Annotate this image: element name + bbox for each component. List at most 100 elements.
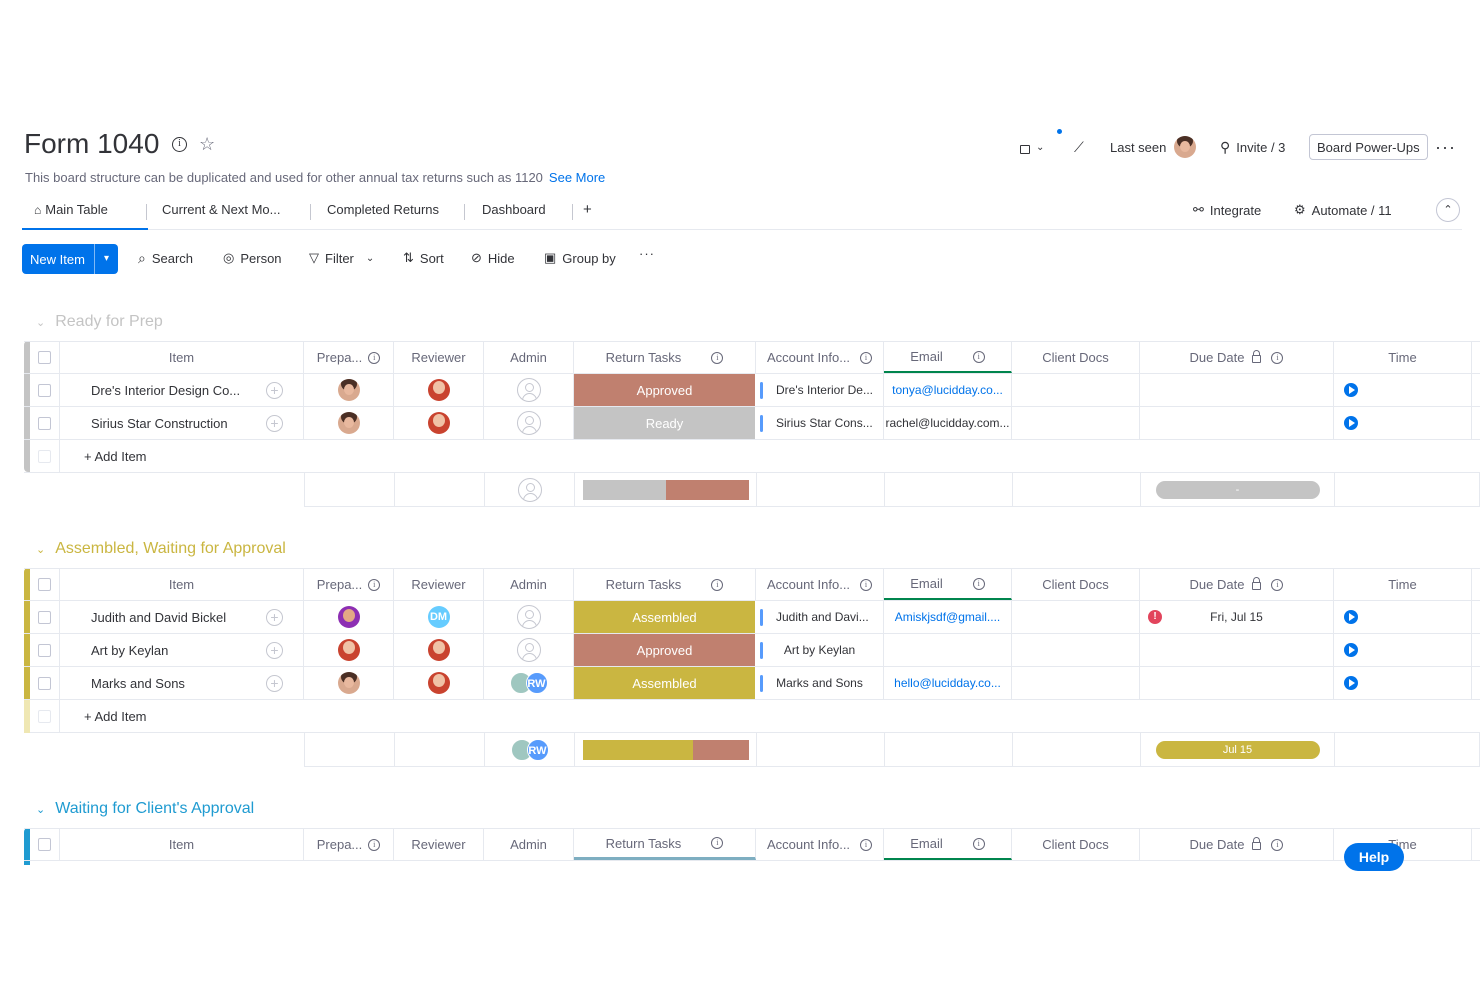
item-name[interactable]: Judith and David Bickel <box>91 609 227 625</box>
select-all-checkbox[interactable] <box>38 578 51 591</box>
due-date-cell[interactable] <box>1140 634 1334 666</box>
column-client-docs[interactable]: Client Docs <box>1012 342 1140 373</box>
group-by-button[interactable]: ▣ Group by <box>544 250 616 266</box>
column-item[interactable]: Item <box>60 342 304 373</box>
avatar[interactable] <box>337 672 360 694</box>
tab-current-next[interactable]: Current & Next Mo... <box>162 202 281 217</box>
email-link[interactable]: hello@lucidday.co... <box>884 667 1012 699</box>
group-title-assembled[interactable]: ⌄ Assembled, Waiting for Approval <box>36 540 286 558</box>
table-row[interactable]: Sirius Star Construction + Ready Sirius … <box>24 407 1480 440</box>
new-item-button[interactable]: New Item ▾ <box>22 244 118 274</box>
column-return-tasks[interactable]: Return Tasks i <box>574 829 756 860</box>
row-checkbox[interactable] <box>38 676 51 690</box>
avatar[interactable] <box>427 639 450 661</box>
add-update-icon[interactable]: + <box>266 414 283 432</box>
last-seen-button[interactable]: Last seen <box>1110 134 1197 160</box>
table-row[interactable]: Dre's Interior Design Co... + Approved D… <box>24 374 1480 407</box>
invite-button[interactable]: ⚲ Invite / 3 <box>1220 134 1285 160</box>
column-account-info[interactable]: Account Info... i <box>756 829 884 860</box>
account-info-cell[interactable]: Judith and Davi... <box>756 601 884 633</box>
info-icon[interactable]: i <box>711 351 724 364</box>
star-icon[interactable]: ☆ <box>199 134 216 154</box>
column-return-tasks[interactable]: Return Tasks i <box>574 569 756 600</box>
info-icon[interactable]: i <box>860 351 873 364</box>
info-icon[interactable]: i <box>172 136 187 152</box>
table-row[interactable]: Art by Keylan + Approved Art by Keylan <box>24 634 1480 667</box>
column-email[interactable]: Email i <box>884 342 1012 373</box>
status-summary-bar[interactable] <box>575 473 757 506</box>
status-ready[interactable]: Ready <box>574 407 756 439</box>
info-icon[interactable]: i <box>972 577 985 590</box>
avatar[interactable] <box>337 379 360 401</box>
status-assembled[interactable]: Assembled <box>574 667 756 699</box>
add-view-button[interactable]: + <box>583 201 592 218</box>
email-link[interactable]: tonya@lucidday.co... <box>884 374 1012 406</box>
item-name[interactable]: Marks and Sons <box>91 675 185 691</box>
avatar[interactable] <box>337 412 360 434</box>
add-update-icon[interactable]: + <box>266 641 283 659</box>
item-name[interactable]: Sirius Star Construction <box>91 415 228 431</box>
client-docs-cell[interactable] <box>1012 374 1140 406</box>
add-update-icon[interactable]: + <box>266 608 283 626</box>
select-all-checkbox[interactable] <box>38 838 51 851</box>
account-info-cell[interactable]: Art by Keylan <box>756 634 884 666</box>
avatar[interactable] <box>337 606 360 628</box>
info-icon[interactable]: i <box>1271 351 1284 364</box>
client-docs-cell[interactable] <box>1012 601 1140 633</box>
row-checkbox[interactable] <box>38 643 51 657</box>
filter-button[interactable]: ▽ Filter ⌄ <box>309 250 374 266</box>
status-summary-bar[interactable] <box>575 733 757 766</box>
hide-button[interactable]: ⊘ Hide <box>471 250 515 266</box>
avatar[interactable] <box>427 379 450 401</box>
empty-person-icon[interactable] <box>516 378 541 402</box>
email-link[interactable]: Amiskjsdf@gmail.... <box>884 601 1012 633</box>
more-options-icon[interactable]: ··· <box>1435 136 1456 157</box>
person-filter-button[interactable]: ◎ Person <box>223 250 282 266</box>
column-due-date[interactable]: Due Date i <box>1140 569 1334 600</box>
tab-main-table[interactable]: ⌂ Main Table <box>22 196 148 230</box>
account-info-cell[interactable]: Dre's Interior De... <box>756 374 884 406</box>
automate-button[interactable]: ⚙ Automate / 11 <box>1294 202 1392 218</box>
avatar[interactable] <box>427 672 450 694</box>
column-preparer[interactable]: Prepa... i <box>304 569 394 600</box>
account-info-cell[interactable]: Sirius Star Cons... <box>756 407 884 439</box>
due-date-cell[interactable] <box>1140 667 1334 699</box>
status-approved[interactable]: Approved <box>574 634 756 666</box>
add-item-row[interactable]: + Add Item <box>24 440 1480 473</box>
activity-icon[interactable]: ⟋ <box>1074 138 1084 155</box>
tab-dashboard[interactable]: Dashboard <box>482 202 546 217</box>
column-email[interactable]: Email i <box>884 569 1012 600</box>
group-title-ready-for-prep[interactable]: ⌄ Ready for Prep <box>36 313 163 331</box>
chevron-down-icon[interactable]: ⌄ <box>36 543 46 556</box>
info-icon[interactable]: i <box>860 578 873 591</box>
info-icon[interactable]: i <box>1271 838 1284 851</box>
due-date-cell[interactable] <box>1140 407 1334 439</box>
help-button[interactable]: Help <box>1344 843 1404 871</box>
email-text[interactable]: rachel@lucidday.com... <box>884 407 1012 439</box>
chevron-down-icon[interactable]: ⌄ <box>36 316 46 329</box>
play-icon[interactable] <box>1344 643 1358 657</box>
table-row[interactable]: Marks and Sons + RW Assembled Marks and … <box>24 667 1480 700</box>
column-item[interactable]: Item <box>60 829 304 860</box>
info-icon[interactable]: i <box>711 578 724 591</box>
play-icon[interactable] <box>1344 383 1358 397</box>
email-link[interactable] <box>884 634 1012 666</box>
column-return-tasks[interactable]: Return Tasks i <box>574 342 756 373</box>
add-item-button[interactable]: + Add Item <box>84 448 147 464</box>
column-client-docs[interactable]: Client Docs <box>1012 829 1140 860</box>
row-checkbox[interactable] <box>38 383 51 397</box>
client-docs-cell[interactable] <box>1012 667 1140 699</box>
info-icon[interactable]: i <box>368 578 381 591</box>
add-item-row[interactable]: + Add Item <box>24 700 1480 733</box>
chevron-down-icon[interactable]: ⌄ <box>36 803 46 816</box>
empty-person-icon[interactable] <box>516 638 541 662</box>
due-date-summary[interactable]: Jul 15 <box>1141 733 1335 766</box>
column-client-docs[interactable]: Client Docs <box>1012 569 1140 600</box>
column-account-info[interactable]: Account Info... i <box>756 342 884 373</box>
board-power-ups-button[interactable]: Board Power-Ups <box>1309 134 1428 160</box>
column-reviewer[interactable]: Reviewer <box>394 569 484 600</box>
item-name[interactable]: Art by Keylan <box>91 642 169 658</box>
column-due-date[interactable]: Due Date i <box>1140 829 1334 860</box>
column-account-info[interactable]: Account Info... i <box>756 569 884 600</box>
due-date-summary[interactable]: - <box>1141 473 1335 506</box>
